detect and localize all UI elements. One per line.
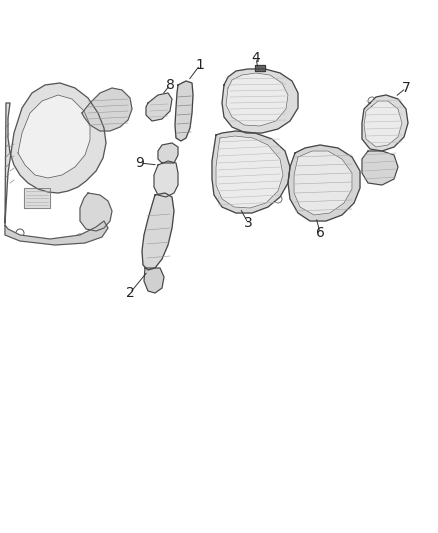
Polygon shape bbox=[144, 268, 164, 293]
Polygon shape bbox=[142, 193, 174, 270]
Polygon shape bbox=[226, 73, 288, 126]
Text: 8: 8 bbox=[166, 78, 174, 92]
Polygon shape bbox=[294, 151, 352, 215]
Polygon shape bbox=[18, 95, 90, 178]
Polygon shape bbox=[82, 88, 132, 131]
Text: 9: 9 bbox=[136, 156, 145, 170]
Polygon shape bbox=[362, 151, 398, 185]
Text: 2: 2 bbox=[126, 286, 134, 300]
Polygon shape bbox=[5, 83, 106, 223]
Polygon shape bbox=[288, 145, 360, 221]
Polygon shape bbox=[5, 221, 108, 245]
Text: 1: 1 bbox=[195, 58, 205, 72]
Polygon shape bbox=[154, 161, 178, 197]
Text: 3: 3 bbox=[244, 216, 252, 230]
Polygon shape bbox=[255, 65, 265, 71]
Text: 4: 4 bbox=[251, 51, 260, 65]
Polygon shape bbox=[212, 131, 290, 213]
Polygon shape bbox=[158, 143, 178, 163]
Polygon shape bbox=[364, 101, 402, 147]
Text: 6: 6 bbox=[315, 226, 325, 240]
Polygon shape bbox=[24, 188, 50, 208]
Polygon shape bbox=[222, 69, 298, 133]
Polygon shape bbox=[146, 93, 172, 121]
Polygon shape bbox=[362, 95, 408, 151]
Polygon shape bbox=[80, 193, 112, 231]
Polygon shape bbox=[216, 136, 283, 208]
Polygon shape bbox=[175, 81, 193, 141]
Text: 7: 7 bbox=[402, 81, 410, 95]
